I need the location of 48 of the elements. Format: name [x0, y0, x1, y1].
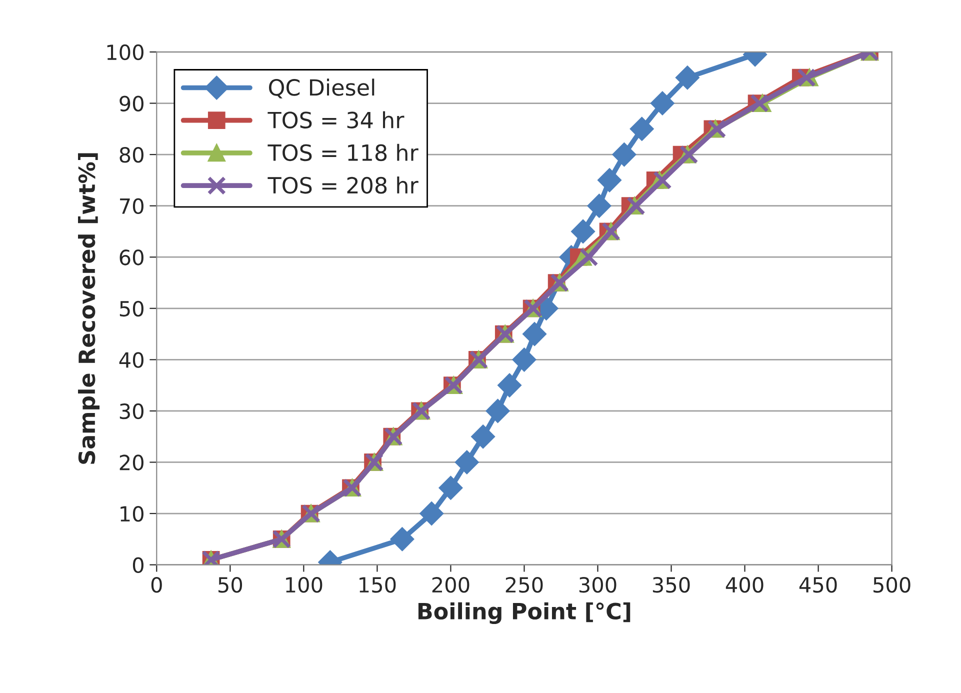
- point: [438, 476, 463, 500]
- x-tick-label: 450: [799, 576, 837, 593]
- point: [522, 322, 546, 346]
- legend-label: TOS = 118 hr: [268, 144, 418, 162]
- y-tick-label: 20: [120, 454, 144, 470]
- y-tick-label: 40: [119, 352, 144, 368]
- y-tick-label: 30: [120, 403, 144, 420]
- x-tick-label: 50: [218, 576, 242, 593]
- x-tick-label: 400: [726, 576, 764, 593]
- y-tick-label: 10: [120, 506, 144, 522]
- x-tick-label: 100: [286, 576, 322, 593]
- point: [498, 373, 522, 398]
- y-tick-label: 80: [120, 146, 144, 163]
- x-tick-label: 300: [579, 576, 616, 593]
- y-tick-label: 60: [120, 250, 144, 266]
- y-axis-title: Sample Recovered [wt%]: [78, 153, 100, 464]
- x-tick-label: 350: [652, 576, 690, 593]
- point: [653, 170, 672, 190]
- point: [750, 94, 769, 113]
- point: [797, 68, 816, 87]
- x-tick-label: 250: [506, 576, 543, 593]
- point: [471, 424, 495, 448]
- legend-label: TOS = 34 hr: [268, 111, 404, 128]
- point: [512, 348, 536, 372]
- x-tick-label: 500: [874, 576, 910, 593]
- point: [420, 502, 444, 526]
- x-axis-title: Boiling Point [°C]: [418, 602, 630, 624]
- point: [390, 527, 414, 551]
- point: [580, 248, 598, 266]
- legend-label: QC Diesel: [269, 78, 374, 98]
- x-tick-label: 200: [432, 576, 470, 593]
- point: [630, 117, 654, 141]
- point: [612, 142, 636, 166]
- point: [676, 66, 700, 90]
- y-tick-label: 90: [120, 96, 144, 112]
- y-tick-label: 0: [132, 557, 144, 574]
- point: [486, 399, 510, 423]
- legend-label: TOS = 208 hr: [268, 176, 418, 194]
- point: [650, 91, 674, 116]
- point: [455, 450, 479, 474]
- y-tick-label: 70: [120, 198, 144, 214]
- point: [571, 220, 595, 244]
- point: [598, 168, 622, 192]
- point: [587, 194, 612, 218]
- y-tick-label: 100: [107, 44, 144, 60]
- x-tick-label: 150: [360, 576, 396, 593]
- x-tick-label: 0: [151, 576, 162, 593]
- y-tick-label: 50: [120, 300, 144, 317]
